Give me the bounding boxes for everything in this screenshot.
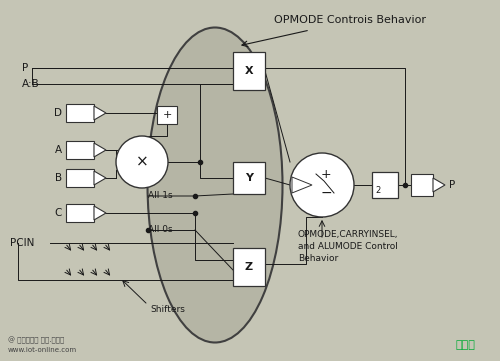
Text: P: P (449, 180, 455, 190)
Text: OPMODE,CARRYINSEL,
and ALUMODE Control
Behavior: OPMODE,CARRYINSEL, and ALUMODE Control B… (298, 230, 398, 262)
Bar (372, 172, 398, 198)
Text: All 0s: All 0s (148, 226, 172, 235)
Text: Z: Z (245, 262, 253, 272)
Text: −: − (320, 186, 332, 200)
Text: P: P (22, 63, 28, 73)
Text: 2: 2 (375, 186, 380, 195)
Bar (157, 106, 177, 124)
Polygon shape (292, 177, 312, 193)
Text: +: + (162, 110, 172, 120)
Bar (411, 174, 433, 196)
Polygon shape (94, 106, 106, 120)
Bar (66, 104, 94, 122)
Bar (233, 52, 265, 90)
Bar (66, 141, 94, 159)
Text: www.iot-online.com: www.iot-online.com (8, 347, 77, 353)
Bar (66, 204, 94, 222)
Polygon shape (433, 178, 445, 192)
Text: @ 物联网在线 智慧.创未来: @ 物联网在线 智慧.创未来 (8, 336, 64, 344)
Text: ×: × (136, 155, 148, 170)
Text: D: D (54, 108, 62, 118)
Circle shape (116, 136, 168, 188)
Text: X: X (244, 66, 254, 76)
Bar (233, 162, 265, 194)
Circle shape (290, 153, 354, 217)
Bar (66, 169, 94, 187)
Text: 接线图: 接线图 (455, 340, 475, 350)
Polygon shape (94, 171, 106, 185)
Text: C: C (54, 208, 62, 218)
Polygon shape (94, 143, 106, 157)
Bar (233, 248, 265, 286)
Text: OPMODE Controis Behavior: OPMODE Controis Behavior (274, 15, 426, 25)
Text: Y: Y (245, 173, 253, 183)
Ellipse shape (148, 27, 282, 343)
Text: PCIN: PCIN (10, 238, 34, 248)
Text: +: + (320, 169, 332, 182)
Polygon shape (94, 206, 106, 220)
Text: A:B: A:B (22, 79, 40, 89)
Text: B: B (55, 173, 62, 183)
Text: All 1s: All 1s (148, 191, 172, 200)
Text: A: A (55, 145, 62, 155)
Text: Shifters: Shifters (150, 305, 186, 314)
